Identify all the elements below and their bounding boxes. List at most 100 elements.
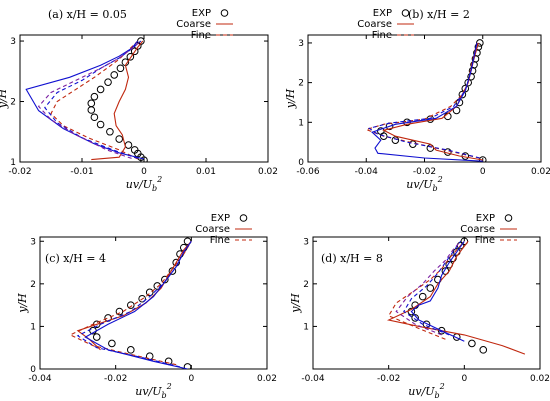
- exp-data-point: [458, 90, 467, 99]
- exp-data-point: [418, 292, 427, 301]
- coarse-line: [382, 42, 483, 161]
- panel-title: (a) x/H = 0.05: [48, 8, 127, 21]
- exp-data-point: [110, 71, 119, 79]
- exp-data-point: [391, 136, 400, 144]
- y-axis-label: y/H: [16, 293, 29, 314]
- x-tick-label: 0: [480, 167, 486, 177]
- y-tick-label: 3: [303, 237, 309, 247]
- exp-data-point: [130, 146, 139, 154]
- data-area: [364, 39, 487, 162]
- x-tick-label: 0: [141, 167, 147, 177]
- exp-data-point: [90, 113, 99, 122]
- exp-data-point: [478, 156, 487, 162]
- exp-data-point: [90, 92, 99, 101]
- x-axis-label: uv/Ub2: [126, 175, 163, 193]
- coarse-line: [91, 40, 144, 161]
- exp-data-point: [426, 284, 435, 292]
- y-axis-label: y/H: [0, 88, 9, 109]
- y-tick-label: 2: [298, 79, 304, 89]
- y-tick-label: 2: [30, 280, 36, 290]
- panel-title: (b) x/H = 2: [408, 8, 470, 21]
- series-3-line: [25, 40, 145, 160]
- x-tick-label: -0.04: [355, 167, 379, 177]
- exp-data-point: [106, 127, 114, 136]
- exp-data-point: [92, 333, 101, 341]
- x-axis-label: uv/Ub2: [408, 382, 445, 400]
- exp-data-point: [479, 346, 488, 354]
- legend-label-fine: Fine: [191, 30, 211, 41]
- exp-data-point: [161, 275, 169, 284]
- y-tick-label: 1: [30, 322, 36, 332]
- x-tick-label: 0.02: [530, 374, 550, 384]
- legend-label-exp: EXP: [192, 8, 211, 19]
- fine-line: [364, 42, 480, 159]
- x-tick-label: -0.01: [70, 167, 93, 177]
- exp-data-point: [127, 301, 135, 309]
- exp-data-point: [87, 99, 96, 108]
- exp-data-point: [108, 339, 116, 348]
- fine-line: [69, 241, 192, 366]
- x-axis-label: uv/Ub2: [406, 175, 443, 193]
- legend-label-fine: Fine: [475, 235, 495, 246]
- y-tick-label: 3: [298, 39, 304, 49]
- y-tick-label: 2: [10, 98, 16, 108]
- x-tick-label: -0.06: [296, 167, 320, 177]
- legend-swatch-exp: [504, 214, 513, 222]
- exp-data-point: [116, 64, 125, 73]
- panel-1: -0.02 -0.01 0 0.01 0.02 1 2 3 uv/Ub2 y/H (a) x/H =…: [0, 8, 278, 193]
- data-area: [69, 237, 192, 369]
- exp-data-point: [461, 84, 470, 93]
- y-axis-label: y/H: [289, 293, 302, 314]
- series-4-line: [403, 240, 462, 336]
- legend-swatch-exp: [220, 9, 229, 17]
- legend-label-coarse: Coarse: [195, 224, 230, 235]
- y-tick-label: 1: [10, 158, 16, 168]
- exp-data-point: [437, 326, 446, 335]
- x-tick-label: -0.02: [377, 374, 400, 384]
- x-tick-label: -0.02: [104, 374, 127, 384]
- legend-swatch-exp: [239, 214, 248, 222]
- legend-label-coarse: Coarse: [176, 19, 211, 30]
- y-tick-label: 3: [10, 37, 16, 47]
- plot-frame: [312, 236, 541, 370]
- y-axis-label: y/H: [284, 88, 297, 109]
- x-tick-label: -0.04: [301, 374, 325, 384]
- series-5-line: [37, 40, 142, 159]
- exp-data-point: [138, 294, 146, 303]
- x-tick-label: -0.02: [413, 167, 436, 177]
- data-area: [25, 37, 148, 162]
- panel-title: (c) x/H = 4: [45, 252, 106, 265]
- legend-label-exp: EXP: [476, 213, 495, 224]
- exp-data-point: [183, 363, 192, 369]
- x-tick-label: 0.01: [196, 167, 216, 177]
- coarse-line: [386, 240, 526, 355]
- exp-data-point: [452, 106, 461, 115]
- x-tick-label: 0.02: [258, 167, 278, 177]
- exp-data-point: [87, 106, 96, 114]
- panel-title: (d) x/H = 8: [321, 252, 383, 265]
- legend-label-coarse: Coarse: [357, 19, 392, 30]
- data-area: [386, 237, 526, 355]
- exp-data-point: [145, 288, 154, 297]
- legend-label-fine: Fine: [372, 30, 392, 41]
- x-axis-label: uv/Ub2: [135, 382, 172, 400]
- series-3-line: [410, 240, 465, 342]
- exp-data-point: [411, 314, 419, 322]
- x-tick-label: 0.02: [531, 167, 550, 177]
- exp-data-point: [468, 339, 476, 348]
- legend-label-fine: Fine: [210, 235, 230, 246]
- fine-line: [387, 240, 465, 340]
- exp-data-point: [126, 52, 135, 61]
- x-tick-label: 0: [461, 374, 467, 384]
- exp-data-point: [96, 85, 105, 94]
- x-tick-label: 0.02: [257, 374, 277, 384]
- series-5-line: [395, 240, 462, 336]
- legend-label-exp: EXP: [373, 8, 392, 19]
- legend-label-exp: EXP: [211, 213, 230, 224]
- legend-label-coarse: Coarse: [460, 224, 495, 235]
